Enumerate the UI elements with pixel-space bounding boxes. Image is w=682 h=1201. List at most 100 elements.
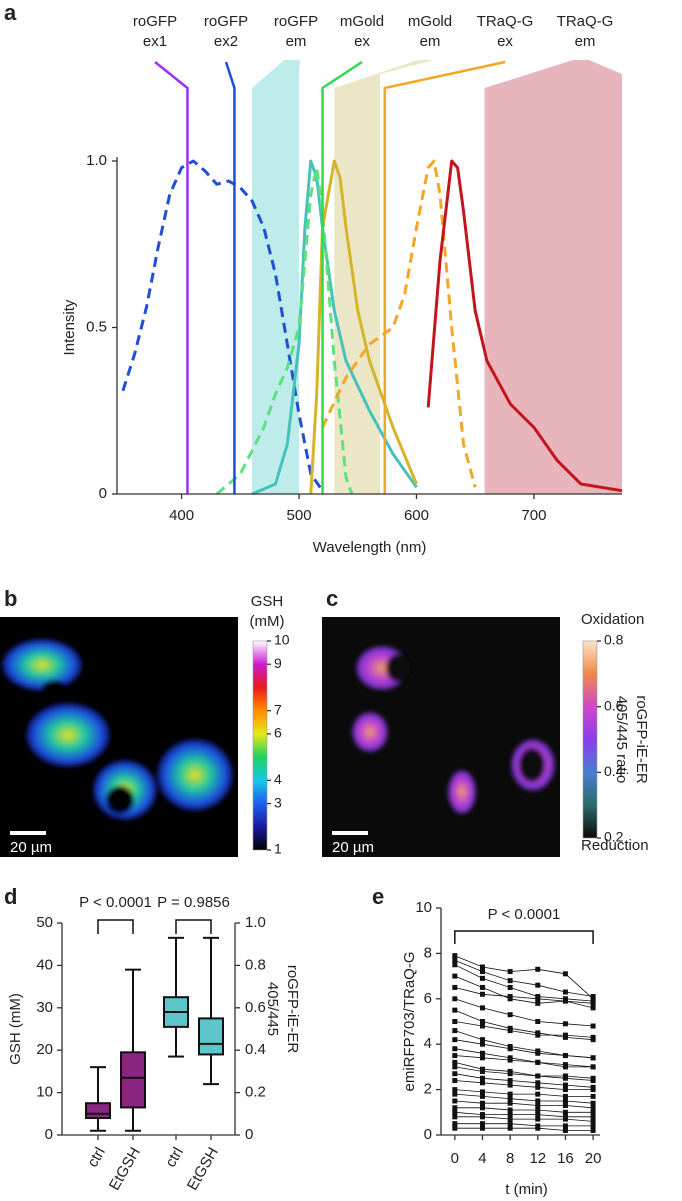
marker	[452, 1007, 458, 1013]
marker	[452, 1071, 458, 1077]
marker	[562, 998, 568, 1004]
marker	[562, 1062, 568, 1068]
spectrum	[121, 159, 324, 492]
marker	[479, 1050, 485, 1056]
marker	[562, 971, 568, 977]
emission-band	[484, 60, 622, 494]
laser-line	[154, 61, 189, 494]
y-tick-label: 0	[45, 1126, 53, 1143]
x-tick-label: ctrl	[84, 1144, 109, 1170]
marker	[479, 1114, 485, 1120]
x-tick-label: EtGSH	[184, 1144, 222, 1193]
marker	[452, 1098, 458, 1104]
significance-bracket	[175, 919, 212, 934]
marker	[590, 1005, 596, 1011]
y2-tick-label: 0.8	[245, 956, 266, 973]
y-axis-label: emiRFP703/TRaQ-G	[401, 951, 418, 1091]
y2-tick-label: 0.4	[245, 1041, 266, 1058]
marker	[507, 1112, 513, 1118]
marker	[535, 996, 541, 1002]
x-tick-label: EtGSH	[106, 1144, 144, 1193]
marker	[562, 1109, 568, 1115]
colorbar-tick-label: 7	[274, 701, 282, 717]
trace	[454, 1123, 594, 1127]
trace	[454, 1055, 594, 1068]
marker	[535, 1000, 541, 1006]
laser-label: ex	[354, 33, 370, 50]
marker	[452, 1121, 458, 1127]
x-tick-label: 0	[451, 1150, 459, 1167]
marker	[479, 1100, 485, 1106]
marker	[452, 1091, 458, 1097]
colorbar-tick-label: 0.8	[604, 632, 624, 648]
laser-line	[321, 60, 363, 494]
y-axis-label: GSH (mM)	[7, 993, 24, 1065]
marker	[479, 1089, 485, 1095]
marker	[562, 1032, 568, 1038]
marker	[479, 1023, 485, 1029]
p-value: P < 0.0001	[488, 906, 561, 923]
marker	[452, 1028, 458, 1034]
spectrum	[321, 159, 477, 488]
marker	[562, 1087, 568, 1093]
trace	[454, 964, 594, 1002]
marker	[590, 1118, 596, 1124]
marker	[479, 964, 485, 970]
panel-label: a	[4, 0, 17, 25]
colorbar-tick-label: 0.2	[604, 829, 624, 845]
marker	[535, 1050, 541, 1056]
marker	[479, 969, 485, 975]
marker	[479, 1037, 485, 1043]
marker	[507, 1028, 513, 1034]
y-tick-label: 2	[424, 1081, 432, 1098]
marker	[590, 1123, 596, 1129]
y-tick-label: 0	[99, 485, 107, 502]
marker	[479, 991, 485, 997]
box	[85, 1102, 111, 1120]
trace	[454, 959, 594, 997]
y2-axis-label: roGFP-iE-ER	[284, 965, 301, 1054]
colorbar	[252, 640, 268, 851]
marker	[479, 1068, 485, 1074]
marker	[535, 982, 541, 988]
marker	[535, 1107, 541, 1113]
marker	[535, 966, 541, 972]
colorbar-tick-label: 1	[274, 841, 282, 857]
laser-label: ex2	[214, 33, 238, 50]
marker	[562, 1082, 568, 1088]
marker	[507, 969, 513, 975]
trace	[454, 1127, 594, 1131]
marker	[562, 1098, 568, 1104]
y-tick-label: 0.5	[86, 318, 107, 335]
laser-line	[383, 60, 506, 494]
marker	[507, 1107, 513, 1113]
marker	[535, 1059, 541, 1065]
trace	[454, 1066, 594, 1079]
marker	[562, 1021, 568, 1027]
marker	[562, 1073, 568, 1079]
marker	[562, 1116, 568, 1122]
x-tick-label: 8	[506, 1150, 514, 1167]
panel-label: b	[4, 586, 17, 611]
marker	[507, 1082, 513, 1088]
trace	[454, 1093, 594, 1104]
marker	[562, 1093, 568, 1099]
marker	[535, 1102, 541, 1108]
marker	[452, 1064, 458, 1070]
marker	[479, 1125, 485, 1131]
marker	[507, 1100, 513, 1106]
marker	[535, 1125, 541, 1131]
panel-label: d	[4, 884, 17, 909]
significance-bracket	[97, 919, 134, 934]
colorbar-tick-label: 0.4	[604, 763, 624, 779]
marker	[507, 1125, 513, 1131]
scale-bar-label: 20 µm	[332, 839, 374, 856]
marker	[590, 1114, 596, 1120]
band-label: roGFP	[274, 13, 318, 30]
y2-tick-label: 0.2	[245, 1084, 266, 1101]
laser-label: roGFP	[133, 13, 177, 30]
y-tick-label: 50	[36, 914, 53, 931]
marker	[452, 1078, 458, 1084]
marker	[562, 1102, 568, 1108]
marker	[590, 1109, 596, 1115]
